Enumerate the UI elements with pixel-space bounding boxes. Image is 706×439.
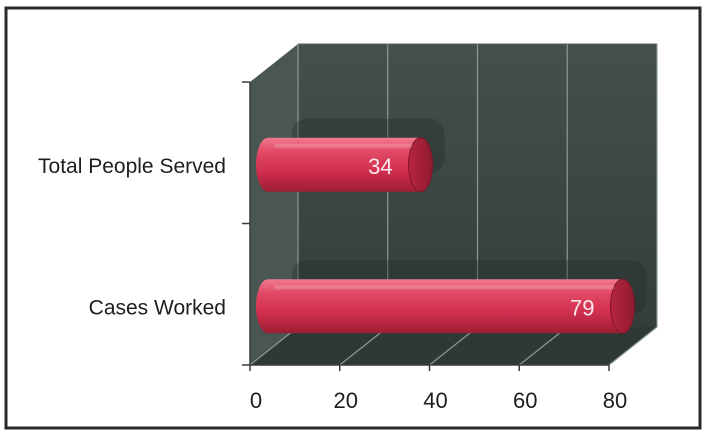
gridline-floor — [429, 326, 478, 366]
bar-body — [256, 279, 635, 334]
bars — [256, 118, 647, 334]
x-tick-label: 40 — [423, 388, 447, 413]
bar-body — [256, 137, 433, 192]
labels: 0 20 40 60 80 Total People Served 34 Cases Work… — [38, 154, 627, 413]
gridline-floor — [608, 326, 658, 366]
bar-data-label: 79 — [570, 295, 594, 320]
x-tick-label: 60 — [513, 388, 537, 413]
x-tick-label: 0 — [250, 388, 262, 413]
y-category-label: Cases Worked — [89, 296, 226, 319]
bar-end-cap — [610, 278, 636, 334]
bar-1 — [256, 118, 445, 193]
axes — [242, 81, 610, 371]
x-tick-label: 20 — [334, 388, 358, 413]
gridline-floor — [249, 326, 299, 366]
bar-data-label: 34 — [368, 154, 392, 179]
bar-end-cap — [408, 137, 434, 193]
y-category-label: Total People Served — [38, 155, 226, 178]
gridline-floor — [339, 326, 389, 366]
bar-2 — [256, 260, 647, 334]
x-tick-label: 80 — [603, 388, 627, 413]
gridline-floor — [518, 326, 568, 366]
